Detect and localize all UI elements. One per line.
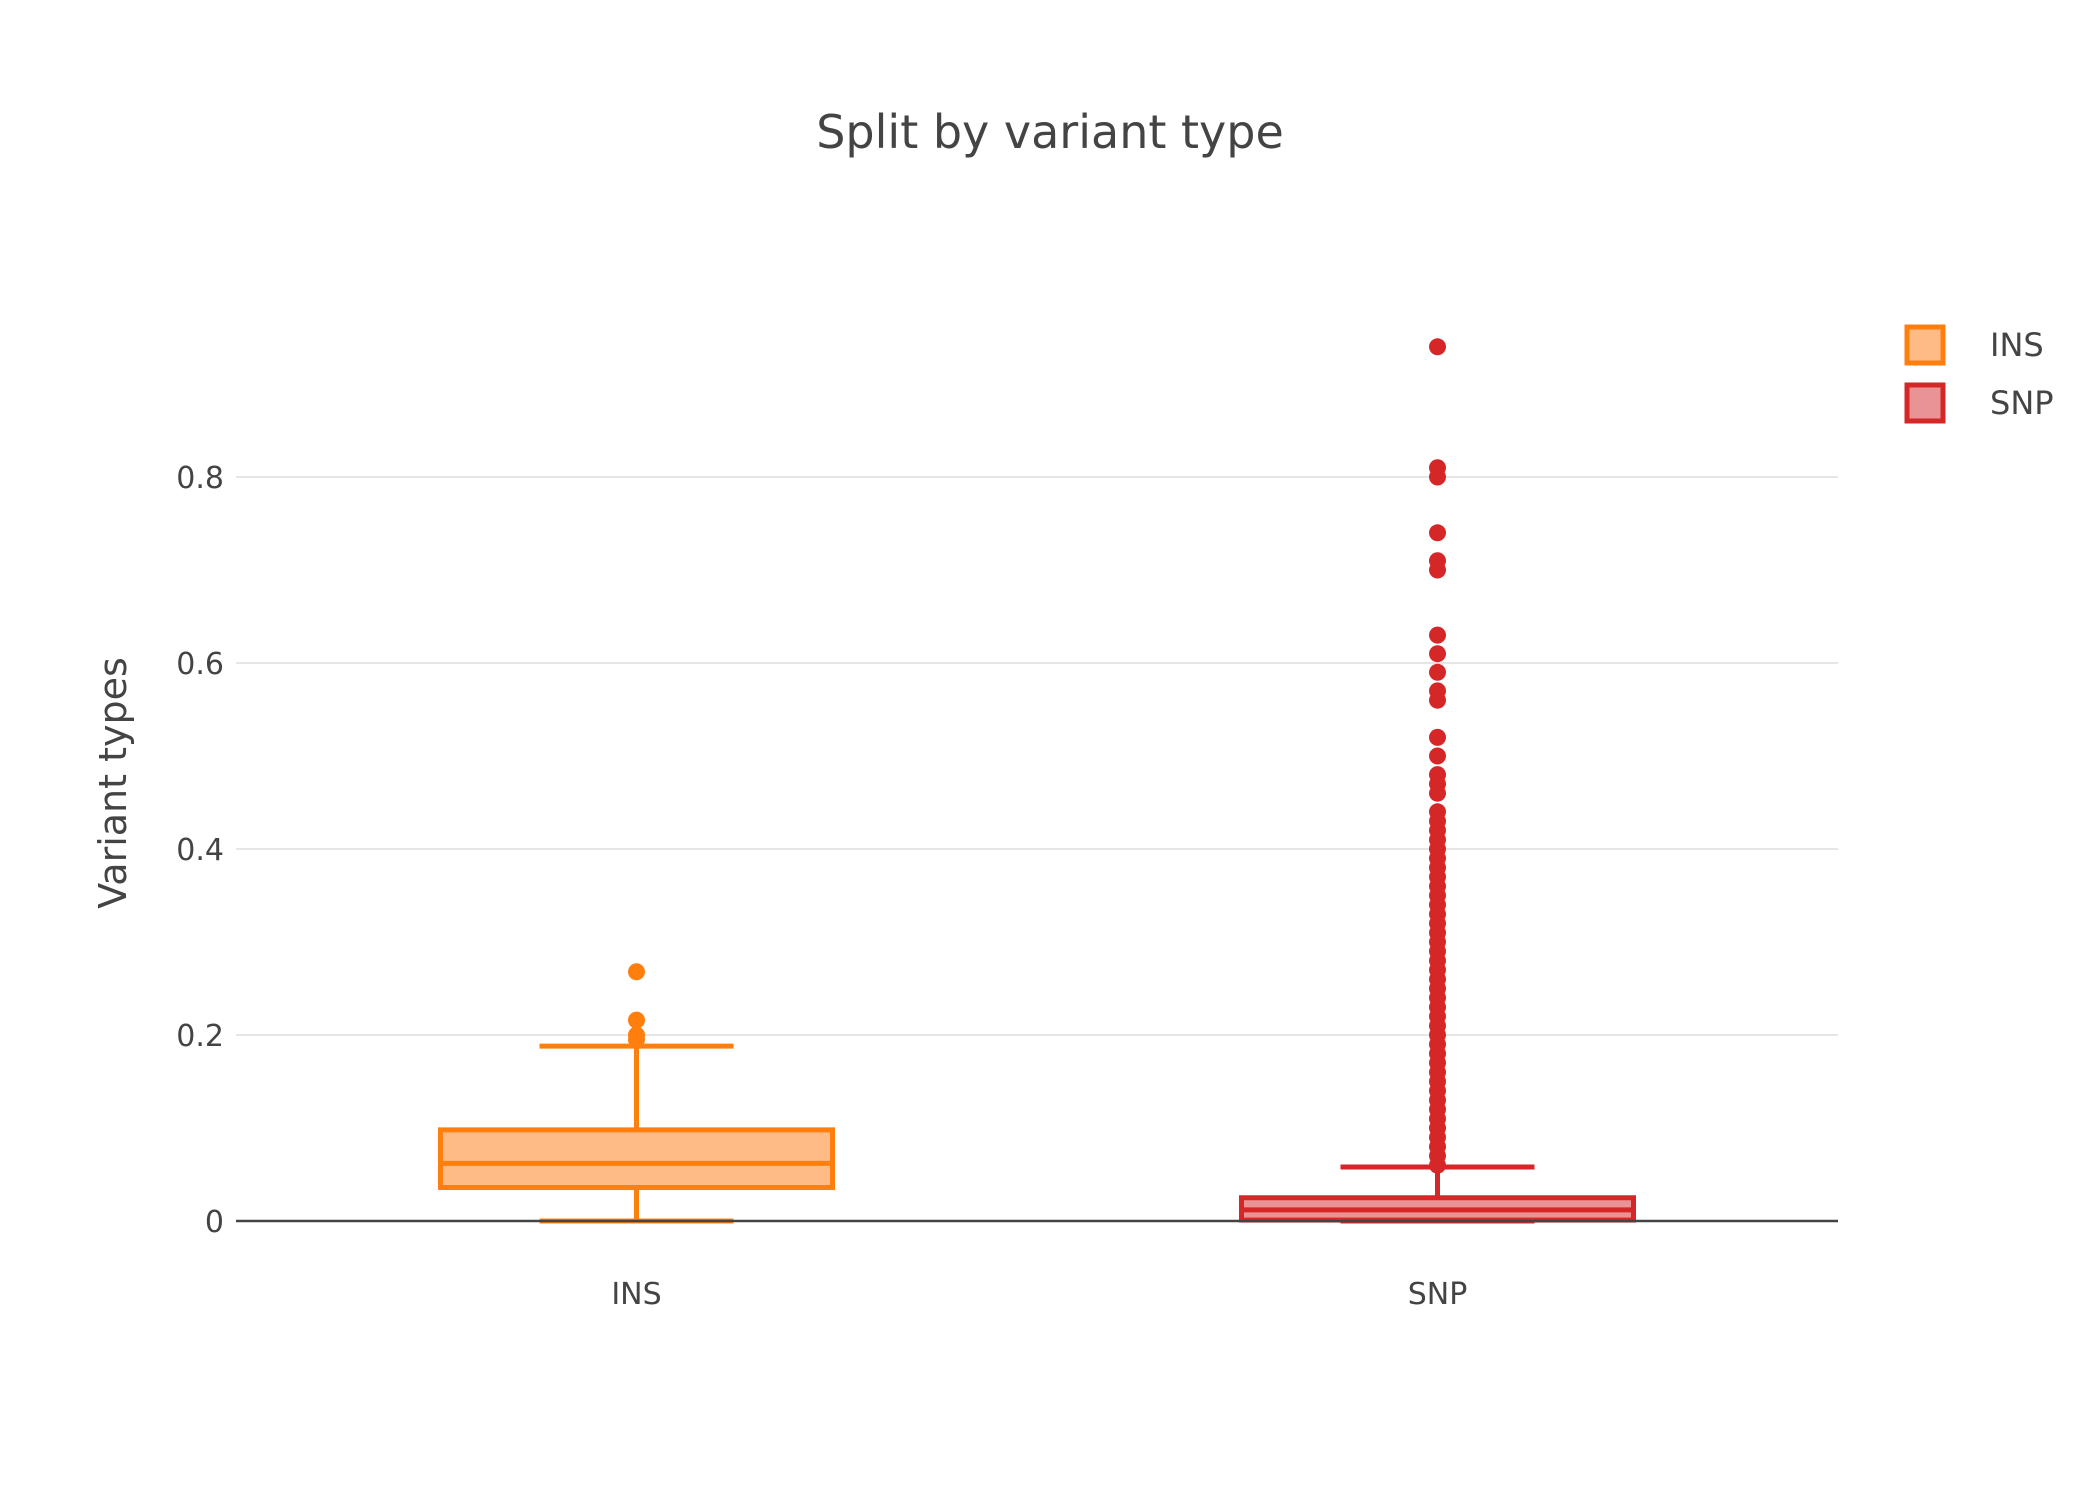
- outlier-point: [628, 1011, 645, 1029]
- legend-item-snp: SNP: [1904, 382, 2054, 424]
- boxes: [438, 338, 1636, 1224]
- outlier-point: [1429, 682, 1446, 700]
- box-group-snp: [1239, 338, 1636, 1224]
- x-tick-label: SNP: [1408, 1277, 1468, 1312]
- box-group-ins: [438, 963, 835, 1224]
- outlier-point: [628, 1026, 645, 1044]
- legend-label: SNP: [1990, 384, 2054, 422]
- legend-swatch: [1904, 324, 1946, 366]
- box-iqr: [438, 1127, 835, 1191]
- outlier-point: [1429, 663, 1446, 681]
- legend-swatch: [1904, 382, 1946, 424]
- legend-item-ins: INS: [1904, 324, 2044, 366]
- legend: INS SNP: [1904, 324, 2054, 424]
- y-tick-label: 0.6: [176, 647, 224, 682]
- outlier-point: [1429, 645, 1446, 663]
- outlier-point: [628, 963, 645, 981]
- gridlines: [236, 476, 1838, 1036]
- x-axis-ticks: INS SNP: [611, 1277, 1467, 1312]
- chart-title: Split by variant type: [816, 105, 1284, 159]
- outlier-point: [1429, 766, 1446, 784]
- outlier-point: [1429, 459, 1446, 477]
- outlier-point: [1429, 626, 1446, 644]
- outlier-point: [1429, 552, 1446, 570]
- outlier-point: [1429, 338, 1446, 356]
- y-tick-label: 0.4: [176, 833, 224, 868]
- legend-label: INS: [1990, 326, 2044, 364]
- y-axis-title: Variant types: [91, 657, 135, 909]
- outlier-point: [1429, 524, 1446, 542]
- outlier-point: [1429, 803, 1446, 821]
- y-axis-ticks: 0 0.2 0.4 0.6 0.8: [176, 461, 224, 1240]
- outlier-point: [1429, 728, 1446, 746]
- y-tick-label: 0: [205, 1205, 224, 1240]
- outlier-point: [1429, 747, 1446, 765]
- y-tick-label: 0.8: [176, 461, 224, 496]
- x-tick-label: INS: [611, 1277, 661, 1312]
- y-tick-label: 0.2: [176, 1019, 224, 1054]
